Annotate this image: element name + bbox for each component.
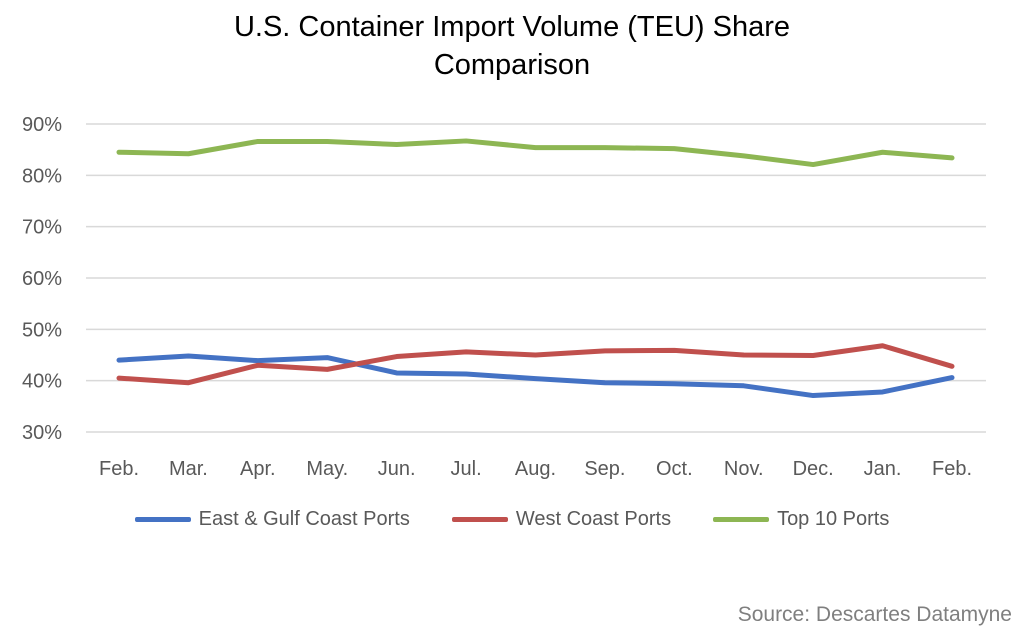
legend-item-east-gulf: East & Gulf Coast Ports	[134, 508, 410, 531]
x-tick-label: Jan.	[864, 458, 902, 480]
line-chart: 30% 40% 50% 60% 70% 80% 90% Feb. Mar. Apr. May. Jun…	[22, 114, 986, 480]
x-tick-label: Sep.	[584, 458, 625, 480]
y-tick-label: 50%	[22, 319, 62, 341]
x-tick-label: Feb.	[99, 458, 139, 480]
x-tick-label: May.	[306, 458, 348, 480]
x-tick-label: Mar.	[169, 458, 208, 480]
x-tick-label: Feb.	[932, 458, 972, 480]
y-tick-label: 30%	[22, 422, 62, 444]
legend-swatch	[134, 517, 191, 522]
y-tick-label: 40%	[22, 371, 62, 393]
y-tick-label: 90%	[22, 114, 62, 136]
y-tick-label: 60%	[22, 268, 62, 290]
legend-label: West Coast Ports	[515, 508, 672, 530]
x-tick-label: Dec.	[793, 458, 834, 480]
series-line-0	[116, 353, 955, 399]
x-tick-label: Jun.	[378, 458, 416, 480]
series-line-2	[116, 138, 955, 168]
chart-title-line-1: U.S. Container Import Volume (TEU) Share	[233, 11, 791, 43]
x-tick-label: Jul.	[451, 458, 482, 480]
legend-label: East & Gulf Coast Ports	[198, 508, 410, 530]
x-tick-label: Apr.	[240, 458, 276, 480]
chart-title-line-2: Comparison	[433, 49, 591, 81]
y-tick-label: 80%	[22, 165, 62, 187]
legend-swatch	[713, 517, 770, 522]
y-tick-label: 70%	[22, 217, 62, 239]
source-note: Source: Descartes Datamyne	[737, 603, 1012, 626]
x-tick-label: Aug.	[515, 458, 556, 480]
legend-label: Top 10 Ports	[777, 508, 890, 530]
x-tick-label: Oct.	[656, 458, 693, 480]
chart-title: U.S. Container Import Volume (TEU) Share…	[0, 8, 1024, 84]
legend: East & Gulf Coast Ports West Coast Ports…	[0, 508, 1024, 531]
legend-item-west-coast: West Coast Ports	[451, 508, 672, 531]
x-tick-label: Nov.	[724, 458, 764, 480]
legend-swatch	[451, 517, 508, 522]
legend-item-top-10: Top 10 Ports	[713, 508, 889, 531]
